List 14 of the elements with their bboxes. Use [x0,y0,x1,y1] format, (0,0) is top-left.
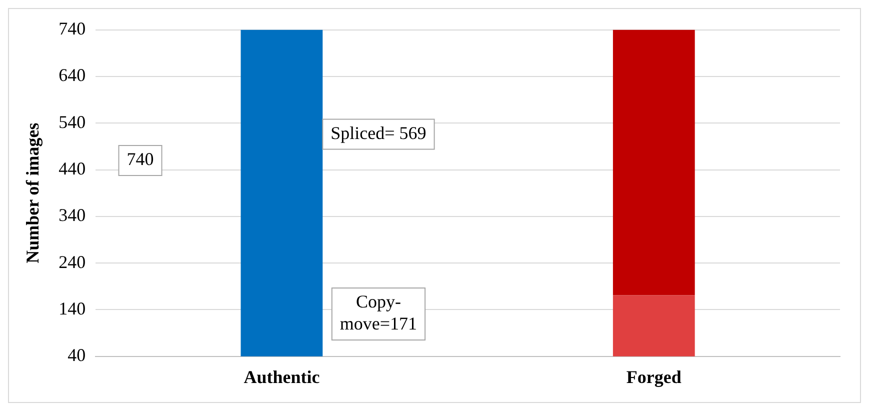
y-tick-label: 140 [58,298,86,318]
y-tick-label: 240 [58,252,86,272]
y-tick-label: 40 [68,345,86,366]
y-tick-label: 740 [58,18,86,39]
annotation: Copy-move=171 [340,292,418,334]
annotation: 740 [126,149,154,170]
y-tick-label: 340 [58,205,86,226]
y-axis-title: Number of images [22,122,42,264]
y-tick-label: 440 [58,158,86,179]
x-tick-label: Forged [626,366,682,387]
y-tick-label: 640 [58,65,86,86]
x-tick-label: Authentic [244,366,320,387]
y-tick-label: 540 [58,112,86,132]
annotation: Spliced= 569 [330,123,426,144]
